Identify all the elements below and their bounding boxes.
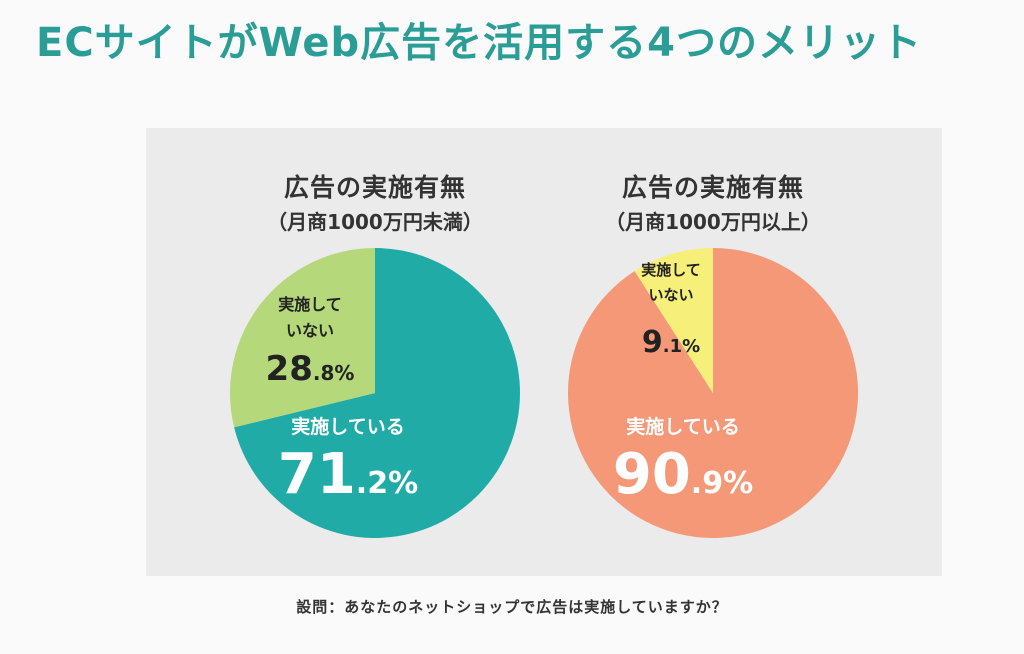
chart1-subtitle: （月商1000万円未満） xyxy=(267,210,483,234)
chart1-slice-not-implemented xyxy=(230,248,375,428)
slice-label: 実施している xyxy=(291,415,404,438)
slice-label-line: 実施して xyxy=(641,261,701,279)
chart2-subtitle: （月商1000万円以上） xyxy=(605,210,821,234)
slice-value: 9.1% xyxy=(642,325,700,360)
chart1-slice-implemented xyxy=(234,248,520,538)
chart1-label-implemented: 実施している 71.2% xyxy=(278,415,418,507)
chart2-slice-not-implemented xyxy=(634,248,713,393)
survey-question-caption: 設問：あなたのネットショップで広告は実施していますか？ xyxy=(296,598,728,616)
chart1-title: 広告の実施有無 xyxy=(283,173,466,202)
slice-label-line: 実施して xyxy=(278,295,342,314)
chart2-title: 広告の実施有無 xyxy=(621,173,804,202)
slice-value: 28.8% xyxy=(266,349,355,389)
slice-value: 90.9% xyxy=(613,442,753,507)
chart2-label-implemented: 実施している 90.9% xyxy=(613,415,753,507)
slice-label-line: いない xyxy=(286,321,334,340)
slice-value: 71.2% xyxy=(278,442,418,507)
page-headline: ECサイトがWeb広告を活用する4つのメリット xyxy=(36,20,922,66)
slice-label-line: いない xyxy=(648,286,693,304)
slice-label: 実施している xyxy=(626,415,739,438)
